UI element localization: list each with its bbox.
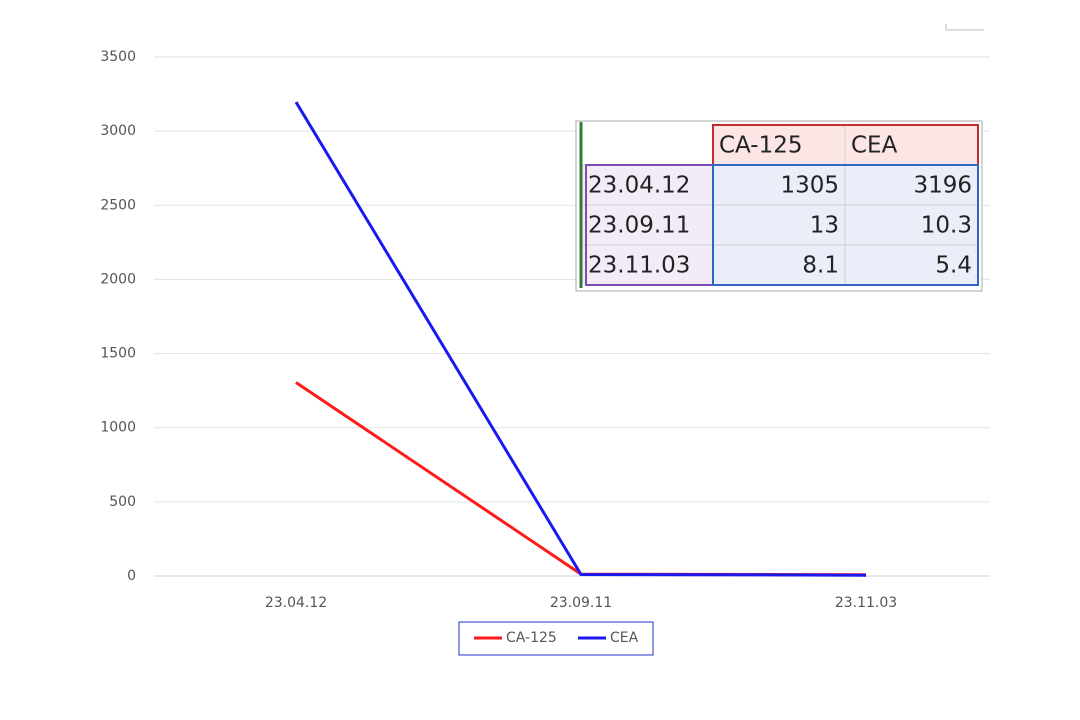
table-row-label: 23.09.11 <box>588 213 690 239</box>
rowlabel-bg <box>580 165 713 285</box>
y-tick-label: 1000 <box>100 420 136 436</box>
table-cell: 10.3 <box>921 213 972 239</box>
y-tick-label: 2000 <box>100 271 136 287</box>
y-tick-label: 3500 <box>100 49 136 65</box>
y-tick-label: 3000 <box>100 123 136 139</box>
series-line <box>295 381 867 577</box>
table-row-label: 23.11.03 <box>588 253 690 279</box>
series-line <box>294 101 867 577</box>
table-row-label: 23.04.12 <box>588 173 690 199</box>
table-cell: 1305 <box>780 173 839 199</box>
data-border <box>712 164 979 286</box>
y-tick-label: 500 <box>109 494 136 510</box>
y-tick-label: 2500 <box>100 197 136 213</box>
y-tick-label: 1500 <box>100 346 136 362</box>
table-cell: 13 <box>810 213 839 239</box>
table-cell: 3196 <box>913 173 972 199</box>
table-cell: 8.1 <box>802 253 839 279</box>
table-header: CEA <box>851 133 898 159</box>
corner-mark <box>945 24 984 31</box>
x-tick-label: 23.11.03 <box>835 595 897 611</box>
x-tick-label: 23.04.12 <box>265 595 327 611</box>
legend-label: CEA <box>610 630 639 646</box>
table-header: CA-125 <box>719 133 803 159</box>
x-tick-label: 23.09.11 <box>550 595 612 611</box>
y-tick-label: 0 <box>127 568 136 584</box>
table-cell: 5.4 <box>935 253 972 279</box>
legend-label: CA-125 <box>506 630 557 646</box>
